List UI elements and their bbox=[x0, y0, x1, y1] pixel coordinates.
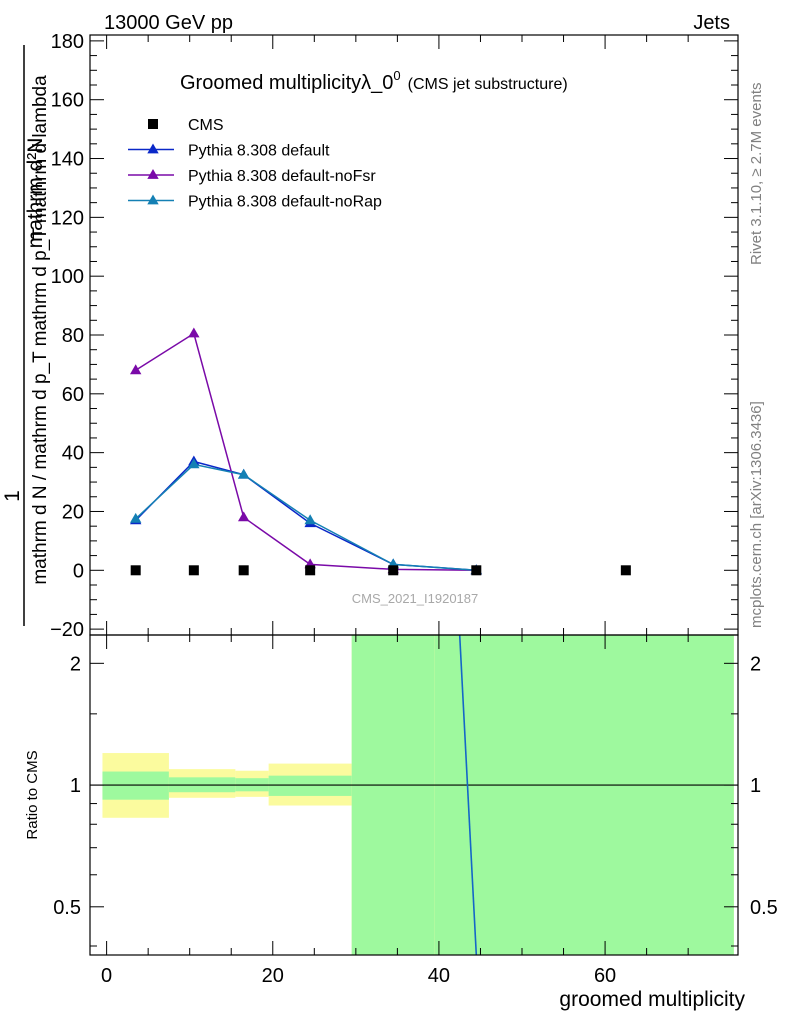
y-tick-label: 160 bbox=[51, 90, 84, 112]
legend-marker bbox=[147, 143, 159, 154]
rivet-label: Rivet 3.1.10, ≥ 2.7M events bbox=[748, 83, 765, 266]
series-marker bbox=[129, 512, 142, 523]
cms-data-point bbox=[471, 565, 482, 576]
ratio-stat-band bbox=[268, 775, 352, 796]
chart-subtitle: (CMS jet substructure) bbox=[408, 76, 568, 93]
y-tick-label: 20 bbox=[62, 501, 84, 523]
mcplots-label: mcplots.cern.ch [arXiv:1306.3436] bbox=[748, 401, 765, 628]
ratio-tick-label: 0.5 bbox=[53, 897, 81, 919]
series-line bbox=[135, 463, 477, 572]
series-line bbox=[135, 460, 477, 572]
ratio-tick-label-right: 1 bbox=[750, 775, 761, 797]
x-tick-label: 20 bbox=[262, 965, 284, 987]
legend-label: Pythia 8.308 default-noFsr bbox=[188, 168, 376, 185]
legend-marker bbox=[147, 194, 159, 205]
ratio-tick-label-right: 0.5 bbox=[750, 897, 778, 919]
ratio-bands bbox=[90, 635, 738, 955]
legend-label: Pythia 8.308 default-noRap bbox=[188, 194, 382, 211]
ratio-stat-band bbox=[434, 635, 734, 955]
legend-cms-marker bbox=[148, 119, 158, 129]
y-tick-label: 140 bbox=[51, 149, 84, 171]
ratio-tick-label-right: 2 bbox=[750, 653, 761, 675]
x-tick-label: 60 bbox=[594, 965, 616, 987]
cms-data-point bbox=[238, 565, 249, 576]
ylabel-denominator: mathrm d N / mathrm d p_T mathrm d p_T m… bbox=[30, 75, 51, 585]
y-tick-label: 0 bbox=[73, 560, 84, 582]
process-label: Jets bbox=[693, 12, 730, 34]
cms-data-point bbox=[388, 565, 399, 576]
chart-title-sup: 0 bbox=[393, 68, 400, 83]
legend-marker bbox=[147, 169, 159, 179]
cms-data-point bbox=[130, 565, 141, 576]
legend: CMS Pythia 8.308 default Pythia 8.308 defa… bbox=[128, 117, 382, 211]
series-marker bbox=[237, 511, 250, 522]
cms-data-point bbox=[305, 565, 316, 576]
series-marker bbox=[129, 364, 142, 375]
legend-label: Pythia 8.308 default bbox=[188, 143, 330, 160]
y-tick-label: 100 bbox=[51, 266, 84, 288]
series-marker bbox=[237, 468, 250, 479]
ylabel-top: 1 bbox=[1, 490, 24, 502]
series-marker bbox=[188, 458, 200, 469]
ratio-stat-band bbox=[351, 635, 435, 955]
y-tick-label: 80 bbox=[62, 325, 84, 347]
cms-data-point bbox=[188, 565, 199, 576]
ratio-tick-label: 2 bbox=[70, 653, 81, 675]
x-tick-label: 0 bbox=[101, 965, 112, 987]
chart-title-main: Groomed multiplicityλ_0 bbox=[180, 72, 393, 94]
y-tick-label: 60 bbox=[62, 384, 84, 406]
legend-cms-label: CMS bbox=[188, 117, 224, 134]
y-tick-label: 120 bbox=[51, 207, 84, 229]
ratio-axis-ticks: 0.5 0.5 1 1 2 2 bbox=[53, 653, 778, 947]
x-tick-label: 40 bbox=[428, 965, 450, 987]
ratio-tick-label: 1 bbox=[70, 775, 81, 797]
y-tick-label: 180 bbox=[51, 31, 84, 53]
ratio-frame bbox=[89, 634, 739, 956]
series-marker bbox=[188, 327, 200, 338]
series-layer bbox=[129, 327, 631, 576]
xlabel: groomed multiplicity bbox=[559, 988, 745, 1011]
chart-title: Groomed multiplicityλ_00 (CMS jet substru… bbox=[180, 68, 568, 94]
ylabel-numerator: mathrm d²N bbox=[24, 138, 47, 249]
cms-data-point bbox=[620, 565, 631, 576]
watermark: CMS_2021_I1920187 bbox=[352, 591, 479, 606]
series-line bbox=[135, 332, 477, 572]
series-marker bbox=[304, 514, 316, 525]
energy-label: 13000 GeV pp bbox=[104, 12, 233, 34]
ratio-line-layer bbox=[458, 634, 478, 956]
ratio-series-line bbox=[458, 634, 478, 956]
y-tick-label: −20 bbox=[50, 619, 84, 641]
ratio-ylabel: Ratio to CMS bbox=[24, 750, 41, 839]
y-tick-label: 40 bbox=[62, 443, 84, 465]
